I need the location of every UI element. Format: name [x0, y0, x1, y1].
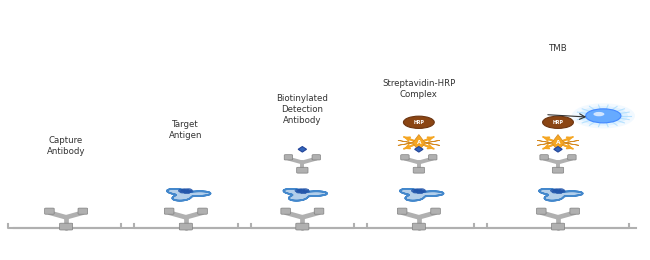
FancyBboxPatch shape	[312, 155, 320, 160]
Polygon shape	[539, 189, 583, 201]
FancyBboxPatch shape	[296, 223, 309, 230]
FancyBboxPatch shape	[164, 208, 174, 214]
FancyBboxPatch shape	[296, 167, 308, 173]
FancyBboxPatch shape	[551, 223, 565, 230]
Circle shape	[586, 109, 621, 123]
Circle shape	[404, 116, 434, 128]
Polygon shape	[537, 135, 579, 151]
Text: Capture
Antibody: Capture Antibody	[47, 136, 85, 156]
FancyBboxPatch shape	[413, 167, 424, 173]
FancyBboxPatch shape	[198, 208, 207, 214]
Text: TMB: TMB	[549, 44, 567, 53]
Text: HRP: HRP	[413, 120, 424, 125]
FancyBboxPatch shape	[60, 223, 73, 230]
FancyBboxPatch shape	[397, 208, 407, 214]
FancyBboxPatch shape	[78, 208, 88, 214]
Circle shape	[593, 112, 604, 116]
FancyBboxPatch shape	[400, 155, 409, 160]
Circle shape	[584, 108, 623, 124]
Polygon shape	[398, 135, 440, 151]
Polygon shape	[167, 189, 211, 201]
FancyBboxPatch shape	[45, 208, 54, 214]
Polygon shape	[400, 189, 443, 201]
FancyBboxPatch shape	[552, 167, 564, 173]
FancyBboxPatch shape	[314, 208, 324, 214]
FancyBboxPatch shape	[540, 155, 549, 160]
FancyBboxPatch shape	[431, 208, 440, 214]
Circle shape	[571, 103, 635, 128]
Polygon shape	[554, 147, 562, 152]
FancyBboxPatch shape	[284, 155, 292, 160]
FancyBboxPatch shape	[570, 208, 580, 214]
Text: Biotinylated
Detection
Antibody: Biotinylated Detection Antibody	[276, 94, 328, 125]
Text: A: A	[556, 140, 560, 145]
Text: HRP: HRP	[552, 120, 564, 125]
Text: Target
Antigen: Target Antigen	[169, 120, 203, 140]
Polygon shape	[415, 147, 423, 152]
FancyBboxPatch shape	[412, 223, 425, 230]
FancyBboxPatch shape	[428, 155, 437, 160]
Circle shape	[578, 106, 628, 126]
FancyBboxPatch shape	[179, 223, 192, 230]
Text: Streptavidin-HRP
Complex: Streptavidin-HRP Complex	[382, 79, 456, 99]
Polygon shape	[283, 189, 327, 201]
FancyBboxPatch shape	[281, 208, 291, 214]
Text: A: A	[417, 140, 421, 145]
FancyBboxPatch shape	[567, 155, 576, 160]
Polygon shape	[298, 147, 307, 152]
FancyBboxPatch shape	[536, 208, 546, 214]
Circle shape	[543, 116, 573, 128]
